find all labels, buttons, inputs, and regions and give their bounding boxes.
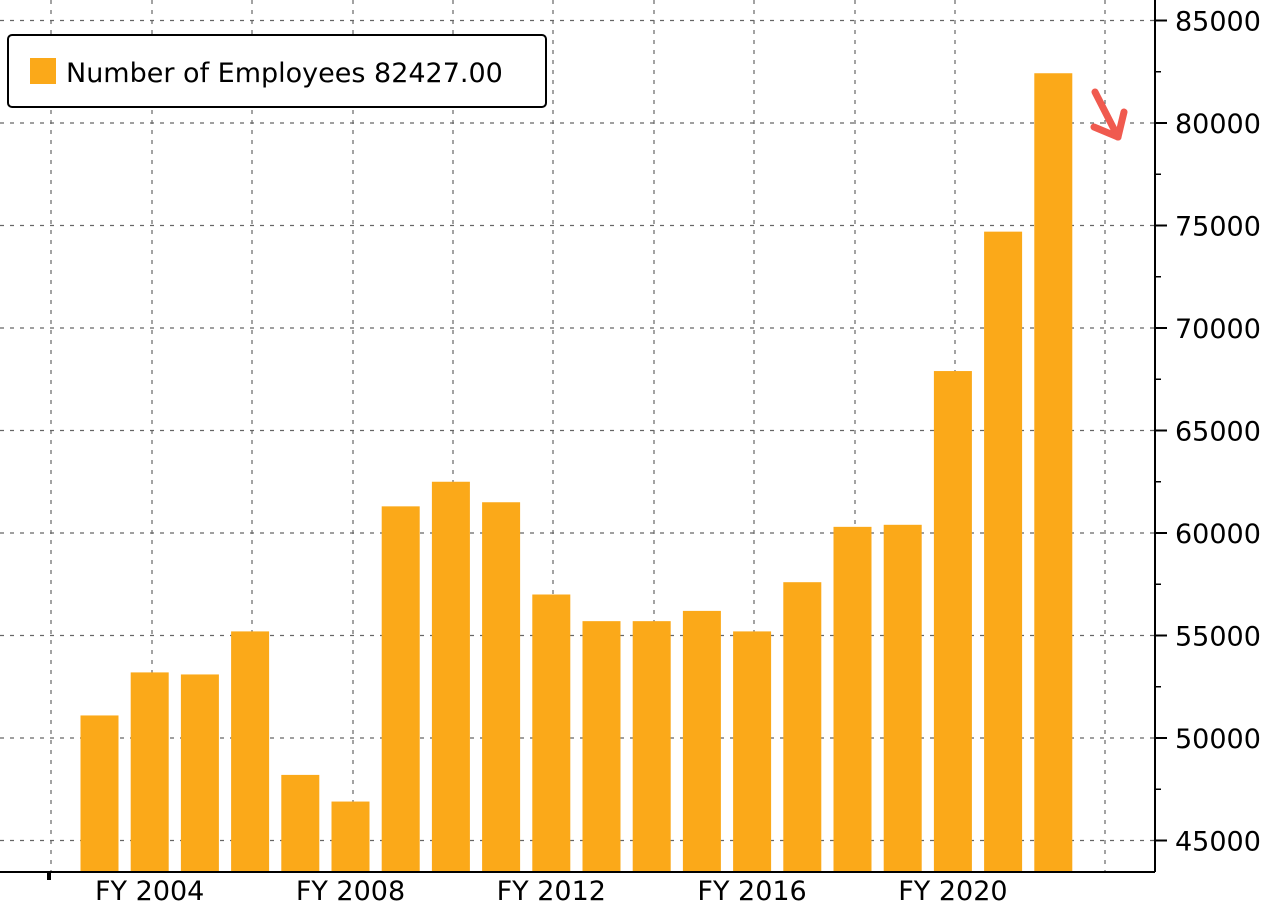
bar-fy-2013 [582, 621, 621, 872]
bar-fy-2011 [482, 502, 521, 872]
x-tick-label: FY 2008 [296, 876, 405, 907]
y-tick-label: 50000 [1175, 724, 1261, 755]
bar-fy-2022 [1034, 73, 1073, 872]
y-tick-label: 70000 [1175, 314, 1261, 345]
bar-fy-2007 [281, 774, 320, 872]
bar-fy-2020 [933, 371, 972, 872]
y-tick-label: 75000 [1175, 212, 1261, 243]
bar-fy-2009 [381, 506, 420, 872]
down-arrow-icon [1090, 88, 1128, 141]
bar-fy-2015 [682, 610, 721, 872]
y-tick-label: 60000 [1175, 519, 1261, 550]
bar-fy-2012 [532, 594, 571, 872]
bar-fy-2006 [231, 631, 270, 872]
x-axis-ticks: FY 2004 FY 2008 FY 2012 FY 2016 FY 2020 [95, 876, 1008, 907]
y-tick-label: 80000 [1175, 109, 1261, 140]
y-tick-label: 45000 [1175, 827, 1261, 858]
legend: Number of Employees 82427.00 [7, 34, 547, 108]
legend-swatch [30, 58, 56, 84]
legend-box [7, 34, 547, 108]
x-tick-label: FY 2020 [898, 876, 1007, 907]
bar-fy-2021 [984, 231, 1023, 872]
y-axis-ticks: 45000 50000 55000 60000 65000 70000 75000 80000… [1155, 7, 1261, 858]
bar-fy-2004 [130, 672, 169, 872]
bar-fy-2003 [80, 715, 119, 872]
y-tick-label: 55000 [1175, 622, 1261, 653]
bar-fy-2017 [783, 582, 822, 872]
y-tick-label: 65000 [1175, 417, 1261, 448]
bar-fy-2018 [833, 526, 872, 872]
grid-lines [0, 0, 1155, 872]
x-tick-label: FY 2016 [697, 876, 806, 907]
bar-fy-2014 [632, 621, 671, 872]
bars-group [80, 73, 1073, 872]
bar-fy-2016 [733, 631, 772, 872]
bar-fy-2010 [431, 481, 470, 872]
bar-fy-2005 [180, 674, 219, 872]
bar-fy-2008 [331, 801, 370, 872]
y-tick-label: 85000 [1175, 7, 1261, 38]
x-tick-label: FY 2012 [497, 876, 606, 907]
x-tick-label: FY 2004 [95, 876, 204, 907]
legend-label: Number of Employees 82427.00 [66, 58, 503, 89]
bar-fy-2019 [883, 524, 922, 872]
x-axis-start-mark [47, 872, 51, 880]
axes [0, 0, 1156, 880]
